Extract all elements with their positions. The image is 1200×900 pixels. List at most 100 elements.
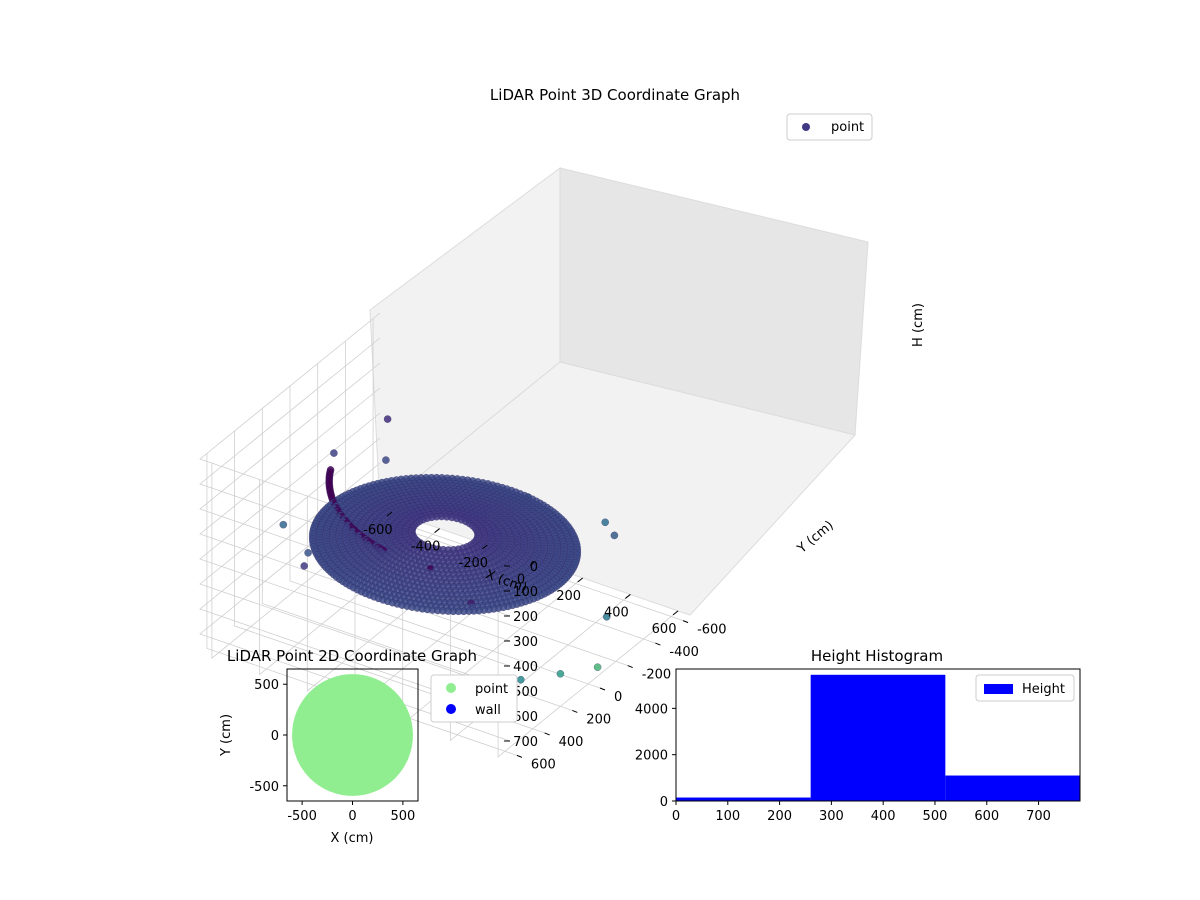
y-tick-label-3d: -600	[697, 623, 727, 638]
histogram-bars	[676, 674, 1080, 801]
y-tick-mark-3d	[627, 665, 633, 669]
data-point-3d	[300, 562, 309, 570]
data-point-3d	[610, 531, 619, 540]
y-tick-label-2d: 0	[271, 729, 279, 744]
data-point-3d	[279, 520, 288, 529]
data-point-3d	[382, 456, 390, 464]
z-tick-label-3d: 200	[513, 610, 538, 625]
x-tick-label-3d: 400	[604, 605, 629, 620]
histogram-x-tick-label: 300	[819, 809, 844, 824]
legend-histogram-label: Height	[1022, 682, 1065, 697]
x-tick-label-3d: -400	[411, 540, 441, 555]
chart-histogram: Height Histogram 0 100 200 300 400 500 600 7000…	[635, 647, 1081, 824]
histogram-x-tick-label: 600	[974, 809, 999, 824]
y-tick-label-3d: 400	[559, 735, 584, 750]
legend-3d-marker	[802, 123, 810, 131]
z-tick-label-3d: 0	[530, 560, 538, 575]
x-tick-label-3d: -200	[459, 556, 489, 571]
legend-2d-point-label: point	[475, 682, 508, 697]
pane-floor	[378, 361, 856, 616]
data-point-3d	[383, 415, 392, 423]
histogram-title: Height Histogram	[811, 647, 943, 665]
y-tick-mark-3d	[516, 754, 523, 758]
x-tick-label-3d: 0	[517, 573, 525, 588]
y-axis-label-2d: Y (cm)	[219, 714, 234, 757]
y-tick-label-3d: -400	[669, 645, 699, 660]
data-point-3d	[454, 607, 463, 616]
z-tick-label-3d: 700	[513, 735, 538, 750]
y-axis-label-3d: Y (cm)	[794, 518, 837, 557]
y-tick-label-3d: -200	[642, 668, 672, 683]
z-tick-label-3d: 100	[513, 585, 538, 600]
x-tick-label-3d: 600	[652, 622, 677, 637]
z-tick-label-3d: 400	[513, 660, 538, 675]
histogram-x-tick-label: 100	[715, 809, 740, 824]
histogram-bar	[810, 674, 946, 801]
histogram-x-tick-label: 400	[871, 809, 896, 824]
x-tick-mark-3d	[529, 561, 536, 566]
histogram-frame	[675, 668, 1081, 802]
legend-histogram: Height	[975, 674, 1075, 702]
data-point-3d	[602, 612, 611, 621]
y-tick-mark-3d	[572, 709, 578, 713]
point-cloud	[279, 415, 619, 684]
legend-histogram-swatch	[984, 684, 1013, 694]
histogram-y-tick-label: 0	[660, 795, 668, 810]
chart-3d-title: LiDAR Point 3D Coordinate Graph	[490, 86, 740, 104]
chart-2d: LiDAR Point 2D Coordinate Graph -500 0 500…	[219, 647, 518, 846]
z-axis-label-3d: H (cm)	[911, 303, 926, 347]
grid-line-x	[497, 561, 679, 758]
y-tick-mark-3d	[599, 687, 606, 691]
x-tick-mark-3d	[672, 610, 679, 616]
histogram-y-tick-label: 4000	[635, 702, 668, 717]
legend-3d-frame	[786, 113, 873, 141]
histogram-bar	[676, 797, 811, 801]
legend-histogram-frame	[975, 674, 1075, 702]
y-tick-label-2d: -500	[249, 780, 279, 795]
plot-2d-area	[292, 674, 413, 796]
y-tick-mark-3d	[655, 642, 661, 646]
histogram-y-tick-label: 2000	[635, 749, 668, 764]
x-tick-mark-3d	[434, 528, 440, 533]
y-tick-label-2d: 500	[254, 678, 279, 693]
data-point-3d	[304, 548, 312, 557]
data-point-3d	[593, 663, 602, 672]
histogram-x-tick-label: 200	[767, 809, 792, 824]
chart-3d: LiDAR Point 3D Coordinate Graph -600 -400…	[199, 86, 926, 772]
x-tick-label-2d: -500	[287, 809, 317, 824]
grid-line-y	[289, 386, 601, 689]
data-point-3d	[516, 675, 525, 684]
x-tick-mark-3d	[625, 594, 631, 599]
x-axis-label-2d: X (cm)	[331, 831, 374, 846]
x-tick-mark-3d	[386, 511, 393, 517]
legend-2d-point-marker	[446, 683, 456, 693]
histogram-ticks: 0 100 200 300 400 500 600 700 0 2000 4000	[635, 702, 1051, 824]
chart-2d-title: LiDAR Point 2D Coordinate Graph	[227, 647, 477, 665]
data-point-3d	[556, 669, 565, 678]
data-point-3d	[601, 518, 610, 527]
y-tick-label-3d: 0	[614, 690, 622, 705]
z-tick-label-3d: 300	[513, 635, 538, 650]
z-tick-label-3d: 500	[513, 685, 538, 700]
data-point-3d	[330, 449, 338, 457]
legend-2d: point wall	[430, 674, 518, 723]
y-tick-label-3d: 600	[531, 757, 556, 772]
histogram-bar	[945, 775, 1080, 801]
grid-line-h	[199, 412, 511, 667]
legend-2d-wall-label: wall	[475, 703, 501, 718]
x-tick-label-2d: 500	[390, 809, 415, 824]
legend-2d-wall-marker	[446, 704, 456, 714]
x-tick-mark-3d	[481, 544, 488, 550]
x-tick-label-3d: 200	[556, 589, 581, 604]
point-cloud-2d	[292, 674, 413, 796]
ticks-2d: -500 0 500 -500 0 500	[249, 678, 415, 824]
grid-line-y	[206, 453, 518, 756]
histogram-x-tick-label: 500	[923, 809, 948, 824]
histogram-x-tick-label: 700	[1026, 809, 1051, 824]
legend-3d: point	[786, 113, 873, 141]
y-tick-mark-3d	[682, 620, 689, 624]
y-tick-mark-3d	[544, 732, 550, 736]
y-tick-label-3d: 200	[586, 712, 611, 727]
